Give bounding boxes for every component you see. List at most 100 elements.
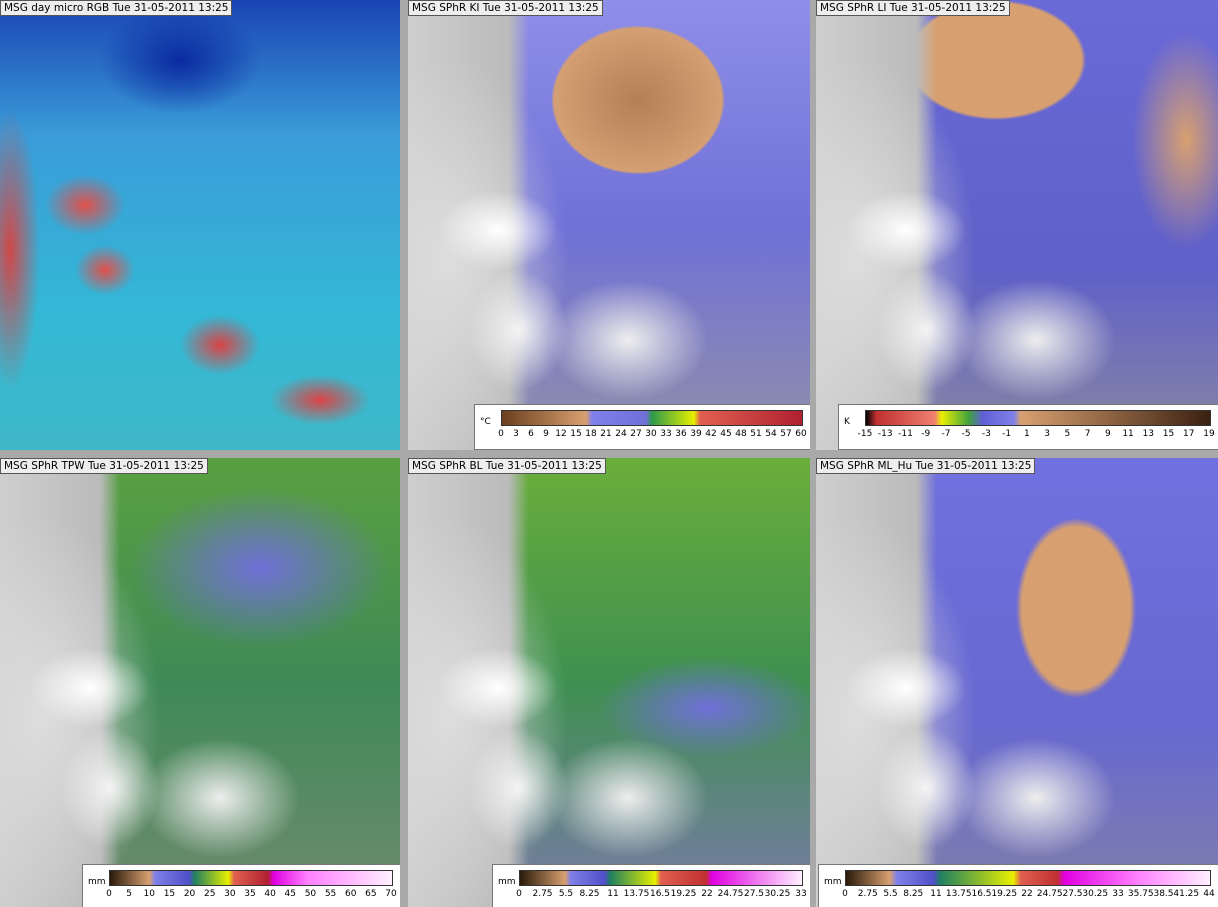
legend-tick-label: 16.5 [649, 889, 671, 899]
legend-tick-label: 9 [1104, 429, 1111, 439]
legend-tick-label: 25 [203, 889, 216, 899]
legend-tick-label: 22 [1021, 889, 1033, 899]
legend-tick-label: -3 [981, 429, 991, 439]
legend-tick-label: 3 [513, 429, 519, 439]
color-legend: mm 0 2.75 5.5 8.25 11 13.75 16.5 19.25 22 24.75 27.… [818, 864, 1218, 907]
panel-title: MSG SPhR TPW Tue 31-05-2011 13:25 [0, 458, 208, 474]
map-panel: MSG SPhR ML_Hu Tue 31-05-2011 13:25 mm 0 2.… [816, 458, 1218, 907]
map-panel: MSG SPhR BL Tue 31-05-2011 13:25 mm 0 2.75 5… [408, 458, 810, 907]
legend-tick-label: 48 [735, 429, 747, 439]
legend-tick-label: 24.75 [1036, 889, 1063, 899]
legend-tick-label: 41.25 [1173, 889, 1200, 899]
legend-tick-label: 19.25 [670, 889, 697, 899]
color-legend: K -15 -13 -11 -9 -7 -5 -3 -1 1 3 5 7 9 11 13 15 17 19 [838, 404, 1218, 450]
panel-title: MSG SPhR KI Tue 31-05-2011 13:25 [408, 0, 603, 16]
legend-tick-label: 12 [555, 429, 567, 439]
legend-tick-label: 27 [630, 429, 642, 439]
legend-tick-label: 50 [304, 889, 317, 899]
legend-tick-label: 27.5 [743, 889, 765, 899]
legend-tick-label: 21 [600, 429, 612, 439]
legend-unit: mm [88, 877, 106, 887]
legend-tick-label: 11 [930, 889, 942, 899]
legend-tick-label: 30.25 [764, 889, 791, 899]
legend-tick-label: 42 [705, 429, 717, 439]
legend-tick-label: 16.5 [971, 889, 992, 899]
legend-tick-label: 13 [1142, 429, 1155, 439]
legend-tick-label: 17 [1183, 429, 1195, 439]
legend-tick-label: 22 [701, 889, 713, 899]
color-legend: mm 0 5 10 15 20 25 30 35 40 45 50 55 60 65 70 [82, 864, 400, 907]
legend-tick-label: 36 [675, 429, 687, 439]
legend-tick-label: 8.25 [903, 889, 924, 899]
legend-unit: mm [824, 877, 842, 887]
map-panel: MSG SPhR TPW Tue 31-05-2011 13:25 mm 0 5 10 1… [0, 458, 400, 907]
legend-tick-label: 24 [615, 429, 627, 439]
legend-tick-label: -11 [898, 429, 913, 439]
legend-tick-label: 45 [720, 429, 732, 439]
legend-tick-label: 18 [585, 429, 597, 439]
legend-tick-label: 5 [126, 889, 133, 899]
legend-tick-label: 2.75 [857, 889, 878, 899]
legend-tick-label: 15 [163, 889, 176, 899]
legend-tick-label: 40 [264, 889, 276, 899]
legend-tick-label: 51 [750, 429, 762, 439]
legend-tick-label: 30.25 [1082, 889, 1109, 899]
legend-tick-label: 27.5 [1062, 889, 1083, 899]
legend-unit: °C [480, 417, 491, 427]
legend-tick-label: 11 [1122, 429, 1134, 439]
legend-tick-label: 57 [780, 429, 792, 439]
legend-tick-label: 3 [1044, 429, 1050, 439]
legend-tick-label: 60 [795, 429, 807, 439]
legend-tick-label: 15 [570, 429, 582, 439]
legend-tick-label: 15 [1162, 429, 1175, 439]
panel-title: MSG SPhR ML_Hu Tue 31-05-2011 13:25 [816, 458, 1036, 474]
map-panel: MSG SPhR KI Tue 31-05-2011 13:25 °C 0 3 6 9 12… [408, 0, 810, 450]
legend-tick-label: 20 [183, 889, 196, 899]
map-panel: MSG day micro RGB Tue 31-05-2011 13:25 [0, 0, 400, 450]
color-bar [845, 870, 1211, 886]
legend-tick-label: -1 [1002, 429, 1012, 439]
legend-tick-label: 60 [344, 889, 357, 899]
panel-title: MSG SPhR LI Tue 31-05-2011 13:25 [816, 0, 1010, 16]
color-bar [501, 410, 803, 426]
legend-tick-label: 55 [324, 889, 337, 899]
legend-tick-label: 44 [1203, 889, 1215, 899]
legend-tick-label: 39 [690, 429, 702, 439]
legend-tick-label: 0 [842, 889, 848, 899]
legend-tick-label: 30 [224, 889, 236, 899]
legend-tick-label: -5 [961, 429, 971, 439]
legend-unit: K [844, 417, 850, 427]
legend-tick-label: 33 [1112, 889, 1124, 899]
color-legend: °C 0 3 6 9 12 15 18 21 24 27 30 33 36 39 42 45 48 51 54 57 60 [474, 404, 810, 450]
legend-tick-label: 10 [143, 889, 156, 899]
legend-tick-label: -9 [921, 429, 931, 439]
legend-tick-label: 30 [645, 429, 657, 439]
legend-tick-label: 9 [543, 429, 549, 439]
legend-tick-label: 13.75 [623, 889, 650, 899]
legend-tick-label: 19.25 [991, 889, 1018, 899]
legend-tick-label: 1 [1024, 429, 1030, 439]
legend-tick-label: 5.5 [558, 889, 574, 899]
panel-title: MSG day micro RGB Tue 31-05-2011 13:25 [0, 0, 233, 16]
panel-title: MSG SPhR BL Tue 31-05-2011 13:25 [408, 458, 606, 474]
legend-tick-label: 65 [365, 889, 377, 899]
legend-tick-label: 38.5 [1153, 889, 1174, 899]
color-bar [519, 870, 803, 886]
legend-tick-label: 13.75 [945, 889, 972, 899]
legend-tick-label: 0 [106, 889, 112, 899]
legend-tick-label: 70 [385, 889, 397, 899]
legend-tick-label: 2.75 [532, 889, 553, 899]
legend-tick-label: 24.75 [717, 889, 744, 899]
legend-tick-label: 33 [660, 429, 672, 439]
legend-tick-label: 0 [516, 889, 522, 899]
legend-tick-label: -13 [877, 429, 893, 439]
legend-tick-label: 8.25 [579, 889, 600, 899]
legend-tick-label: 35 [244, 889, 256, 899]
legend-unit: mm [498, 877, 516, 887]
color-bar [109, 870, 393, 886]
legend-tick-label: 0 [498, 429, 504, 439]
legend-tick-label: -7 [941, 429, 951, 439]
legend-tick-label: 54 [765, 429, 777, 439]
map-panel: MSG SPhR LI Tue 31-05-2011 13:25 K -15 -13-… [816, 0, 1218, 450]
